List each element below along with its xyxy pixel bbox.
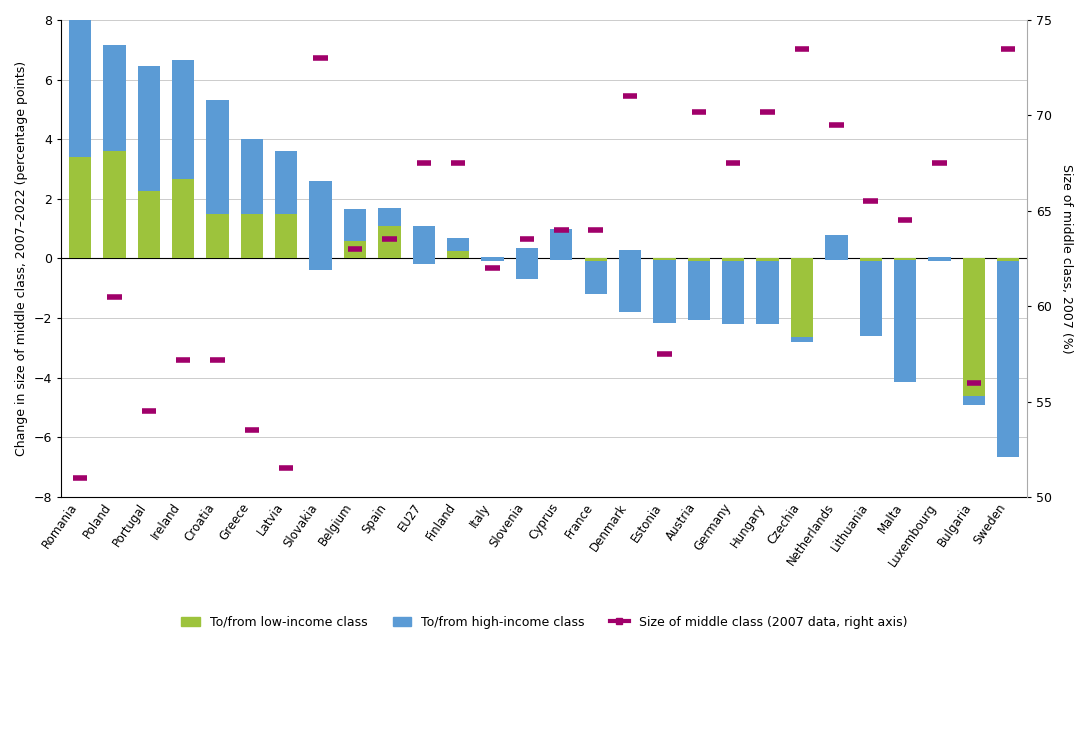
Bar [688,261,710,319]
Bar [791,258,813,342]
Bar [584,261,607,294]
Bar [722,261,744,324]
Bar [309,258,332,270]
Bar [447,251,469,258]
Bar [379,208,400,225]
Bar [137,192,160,258]
Bar [860,261,882,336]
Bar [103,151,125,258]
Bar [756,261,779,324]
Y-axis label: Size of middle class, 2007 (%): Size of middle class, 2007 (%) [1060,164,1073,353]
Bar [412,225,435,264]
Bar [481,257,504,261]
Bar [860,258,882,261]
Bar [825,258,848,260]
Bar [619,250,641,258]
Bar [653,260,676,322]
Bar [103,46,125,151]
Bar [653,258,676,260]
Bar [412,258,435,264]
Bar [997,258,1019,261]
Bar [69,20,91,157]
Bar [207,214,228,258]
Bar [584,258,607,261]
Bar [172,60,195,180]
Bar [379,225,400,258]
Bar [275,214,297,258]
Legend: To/from low-income class, To/from high-income class, Size of middle class (2007 : To/from low-income class, To/from high-i… [176,611,912,634]
Bar [963,396,985,404]
Bar [516,258,539,280]
Bar [137,66,160,192]
Bar [309,181,332,270]
Bar [207,101,228,214]
Y-axis label: Change in size of middle class, 2007–2022 (percentage points): Change in size of middle class, 2007–202… [15,61,28,456]
Bar [825,235,848,260]
Bar [551,258,572,260]
Bar [344,241,367,258]
Bar [756,258,779,261]
Bar [447,238,469,251]
Bar [240,214,263,258]
Bar [894,258,916,260]
Bar [240,139,263,214]
Bar [516,248,539,280]
Bar [928,257,951,261]
Bar [172,180,195,258]
Bar [551,229,572,260]
Bar [894,260,916,382]
Bar [481,257,504,258]
Bar [997,261,1019,457]
Bar [791,338,813,342]
Bar [619,250,641,312]
Bar [688,258,710,261]
Bar [928,258,951,261]
Bar [344,209,367,241]
Bar [722,258,744,261]
Bar [963,258,985,396]
Bar [275,151,297,214]
Bar [69,157,91,258]
